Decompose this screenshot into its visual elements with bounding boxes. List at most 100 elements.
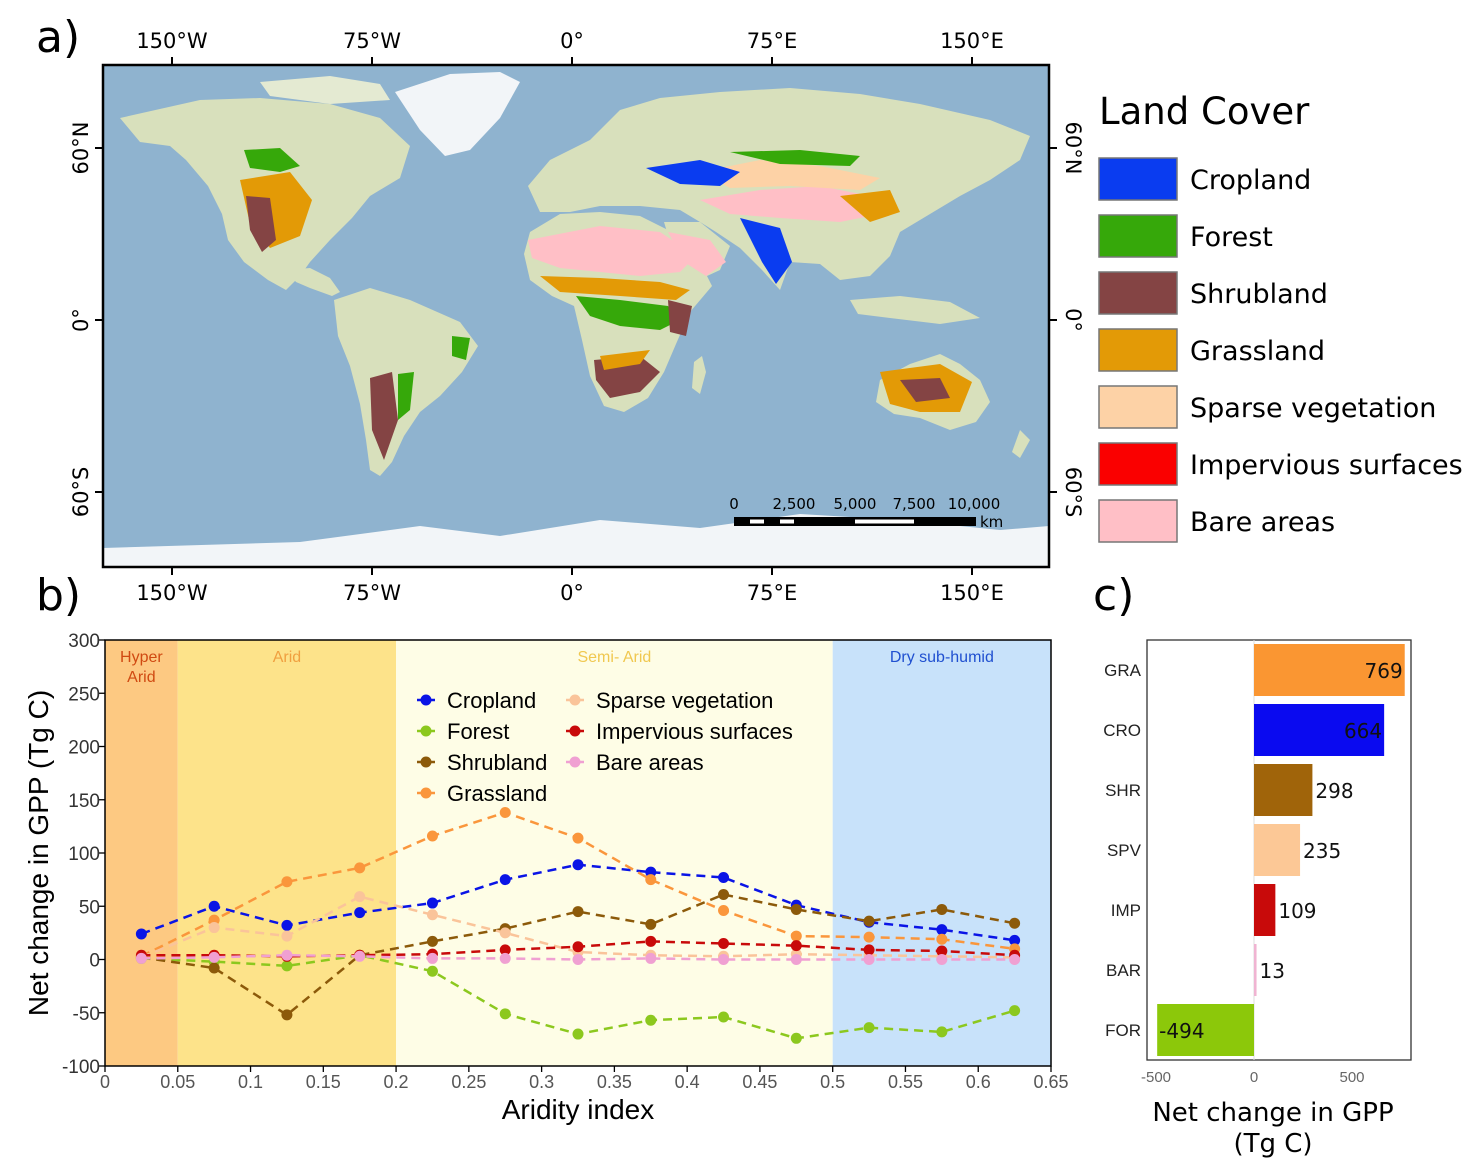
legend-label: Bare areas <box>1190 507 1335 538</box>
lon-label-bottom: 75°E <box>747 581 798 605</box>
chart-c-frame <box>1146 639 1412 1061</box>
bar-x-tick-label: 500 <box>1339 1069 1364 1086</box>
series-point <box>1009 954 1021 965</box>
series-point <box>499 927 511 939</box>
legend-swatch <box>1098 214 1178 258</box>
lat-label-left: 0° <box>69 308 93 332</box>
x-tick-label: 0.55 <box>888 1072 923 1092</box>
lon-label-top: 75°W <box>343 29 401 53</box>
scale-label: 2,500 <box>773 495 816 513</box>
legend-entry-label: Sparse vegetation <box>596 688 773 713</box>
bar-value-label: 298 <box>1315 779 1353 803</box>
lon-label-bottom: 0° <box>560 581 584 605</box>
series-point <box>499 1008 511 1020</box>
x-tick-label: 0.6 <box>966 1072 991 1092</box>
series-point <box>499 952 511 964</box>
series-point <box>790 1032 802 1044</box>
y-tick-label: 250 <box>68 684 100 705</box>
lat-label-right: 60°N <box>1061 122 1085 175</box>
lon-label-bottom: 150°W <box>136 581 208 605</box>
bar <box>1254 824 1301 876</box>
arctic-islands-shape <box>260 76 390 104</box>
panel-label-c: c) <box>1093 570 1134 621</box>
lon-label-top: 150°E <box>940 29 1004 53</box>
legend-marker <box>420 725 432 737</box>
series-point <box>281 1009 293 1021</box>
scale-bar: 0 2,500 5,000 7,500 10,000 km <box>729 495 1003 531</box>
series-point <box>499 874 511 886</box>
bar-value-label: 109 <box>1278 899 1316 923</box>
bar-chart-xlabel: (Tg C) <box>1233 1129 1312 1159</box>
legend-entry-label: Forest <box>447 719 509 744</box>
series-point <box>1009 917 1021 929</box>
legend-swatch <box>1098 328 1178 372</box>
legend-swatch <box>1098 157 1178 201</box>
series-point <box>645 918 657 930</box>
bar-value-label: 769 <box>1365 659 1403 683</box>
x-tick-label: 0.65 <box>1033 1072 1068 1092</box>
legend-entry-label: Grassland <box>447 781 547 806</box>
series-point <box>426 965 438 977</box>
legend-swatch <box>1098 271 1178 315</box>
series-point <box>936 924 948 936</box>
series-point <box>863 1022 875 1034</box>
chart-b-ylabel: Net change in GPP (Tg C) <box>23 690 54 1016</box>
aridity-zone <box>177 640 397 1066</box>
legend-marker <box>569 725 581 737</box>
series-point <box>936 933 948 945</box>
legend-marker <box>569 756 581 768</box>
bar-category-label: FOR <box>1105 1021 1141 1040</box>
bar-x-tick-label: 0 <box>1250 1069 1258 1086</box>
y-tick-label: 200 <box>68 738 100 759</box>
lon-label-bottom: 75°W <box>343 581 401 605</box>
series-point <box>208 922 220 934</box>
series-point <box>718 871 730 883</box>
series-point <box>426 952 438 964</box>
legend-label: Sparse vegetation <box>1190 393 1436 424</box>
series-point <box>572 954 584 965</box>
lon-label-top: 0° <box>560 29 584 53</box>
panel-label-a: a) <box>36 12 80 63</box>
scale-label: 7,500 <box>893 495 936 513</box>
series-point <box>1009 934 1021 946</box>
y-tick-label: -50 <box>73 1004 100 1025</box>
aridity-zone-label: Semi- Arid <box>577 649 651 666</box>
aridity-zone-label: Dry sub-humid <box>890 649 994 666</box>
aridity-zone-label: Arid <box>127 669 155 686</box>
bar-category-label: IMP <box>1111 901 1141 920</box>
bar-category-label: GRA <box>1104 661 1142 680</box>
bar-value-label: 235 <box>1303 839 1341 863</box>
legend-label: Impervious surfaces <box>1190 450 1463 481</box>
series-point <box>790 903 802 915</box>
bar <box>1254 764 1313 816</box>
legend-entry-label: Impervious surfaces <box>596 719 793 744</box>
lat-label-left: 60°S <box>69 467 93 518</box>
lon-label-top: 75°E <box>747 29 798 53</box>
x-tick-label: 0.45 <box>742 1072 777 1092</box>
series-point <box>936 1026 948 1038</box>
y-tick-label: 100 <box>68 844 100 865</box>
scale-unit: km <box>980 513 1003 531</box>
series-point <box>863 944 875 956</box>
aridity-zone <box>396 640 833 1066</box>
chart-b-xlabel: Aridity index <box>502 1094 655 1125</box>
y-tick-label: 150 <box>68 791 100 812</box>
series-point <box>863 931 875 943</box>
series-point <box>718 889 730 901</box>
panel-label-b: b) <box>36 570 81 621</box>
series-point <box>135 928 147 940</box>
x-tick-label: 0 <box>100 1072 110 1092</box>
legend-marker <box>569 694 581 706</box>
series-point <box>499 807 511 819</box>
series-point <box>135 952 147 964</box>
series-point <box>499 944 511 956</box>
legend-label: Forest <box>1190 222 1273 253</box>
series-point <box>645 874 657 886</box>
legend-swatch <box>1098 442 1178 486</box>
bar <box>1254 884 1276 936</box>
series-point <box>790 940 802 952</box>
bar-category-label: SHR <box>1105 781 1141 800</box>
series-point <box>281 960 293 972</box>
se-asia-islands-shape <box>850 296 980 324</box>
bar-value-label: 664 <box>1344 719 1382 743</box>
